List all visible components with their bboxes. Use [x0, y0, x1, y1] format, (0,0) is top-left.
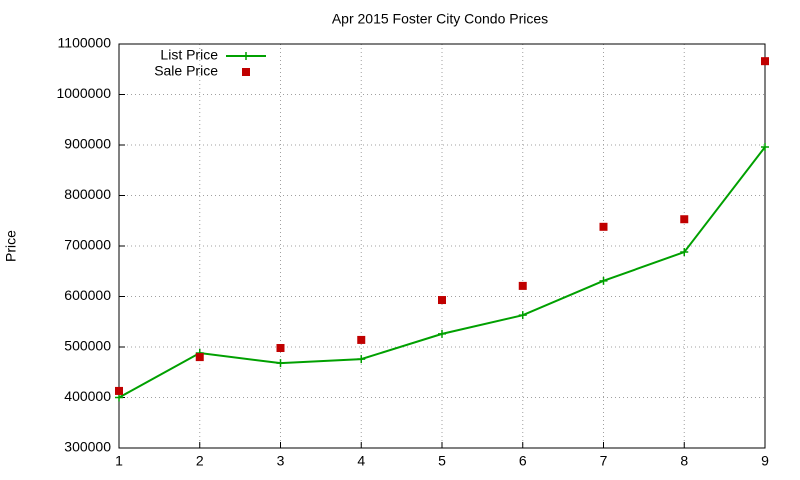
- y-tick-label: 600000: [64, 287, 111, 303]
- y-tick-label: 900000: [64, 136, 111, 152]
- point: [276, 359, 285, 368]
- plot-border: [118, 43, 766, 449]
- x-tick-label: 4: [357, 453, 365, 469]
- x-tick-label: 9: [761, 453, 769, 469]
- point: [438, 329, 446, 338]
- x-tick-label: 7: [600, 453, 608, 469]
- y-axis-label: Price: [3, 230, 19, 262]
- point: [680, 215, 689, 224]
- point: [438, 296, 446, 305]
- point: [599, 276, 608, 285]
- point: [761, 143, 769, 152]
- y-tick-label: 700000: [64, 237, 111, 253]
- point: [518, 281, 527, 290]
- y-tick-label: 800000: [64, 186, 111, 202]
- legend-label: List Price: [160, 47, 218, 63]
- y-tick-label: 1000000: [56, 85, 111, 101]
- y-tick-label: 1100000: [58, 35, 112, 51]
- point: [195, 353, 204, 362]
- point: [357, 335, 366, 344]
- x-tick-label: 1: [115, 453, 123, 469]
- point: [761, 57, 769, 66]
- x-tick-label: 3: [277, 453, 285, 469]
- y-tick-label: 300000: [64, 439, 111, 455]
- x-tick-label: 8: [680, 453, 688, 469]
- point: [115, 386, 123, 395]
- y-tick-label: 400000: [64, 388, 111, 404]
- legend-label: Sale Price: [154, 63, 218, 79]
- point: [680, 248, 689, 257]
- x-tick-label: 6: [519, 453, 527, 469]
- point: [276, 344, 285, 353]
- legend-marker: [242, 52, 250, 60]
- y-tick-label: 500000: [64, 338, 111, 354]
- point: [599, 222, 608, 231]
- legend-marker: [242, 68, 250, 76]
- x-tick-label: 5: [438, 453, 446, 469]
- x-tick-label: 2: [196, 453, 204, 469]
- point: [518, 311, 527, 320]
- chart-title: Apr 2015 Foster City Condo Prices: [332, 11, 548, 27]
- point: [357, 355, 366, 364]
